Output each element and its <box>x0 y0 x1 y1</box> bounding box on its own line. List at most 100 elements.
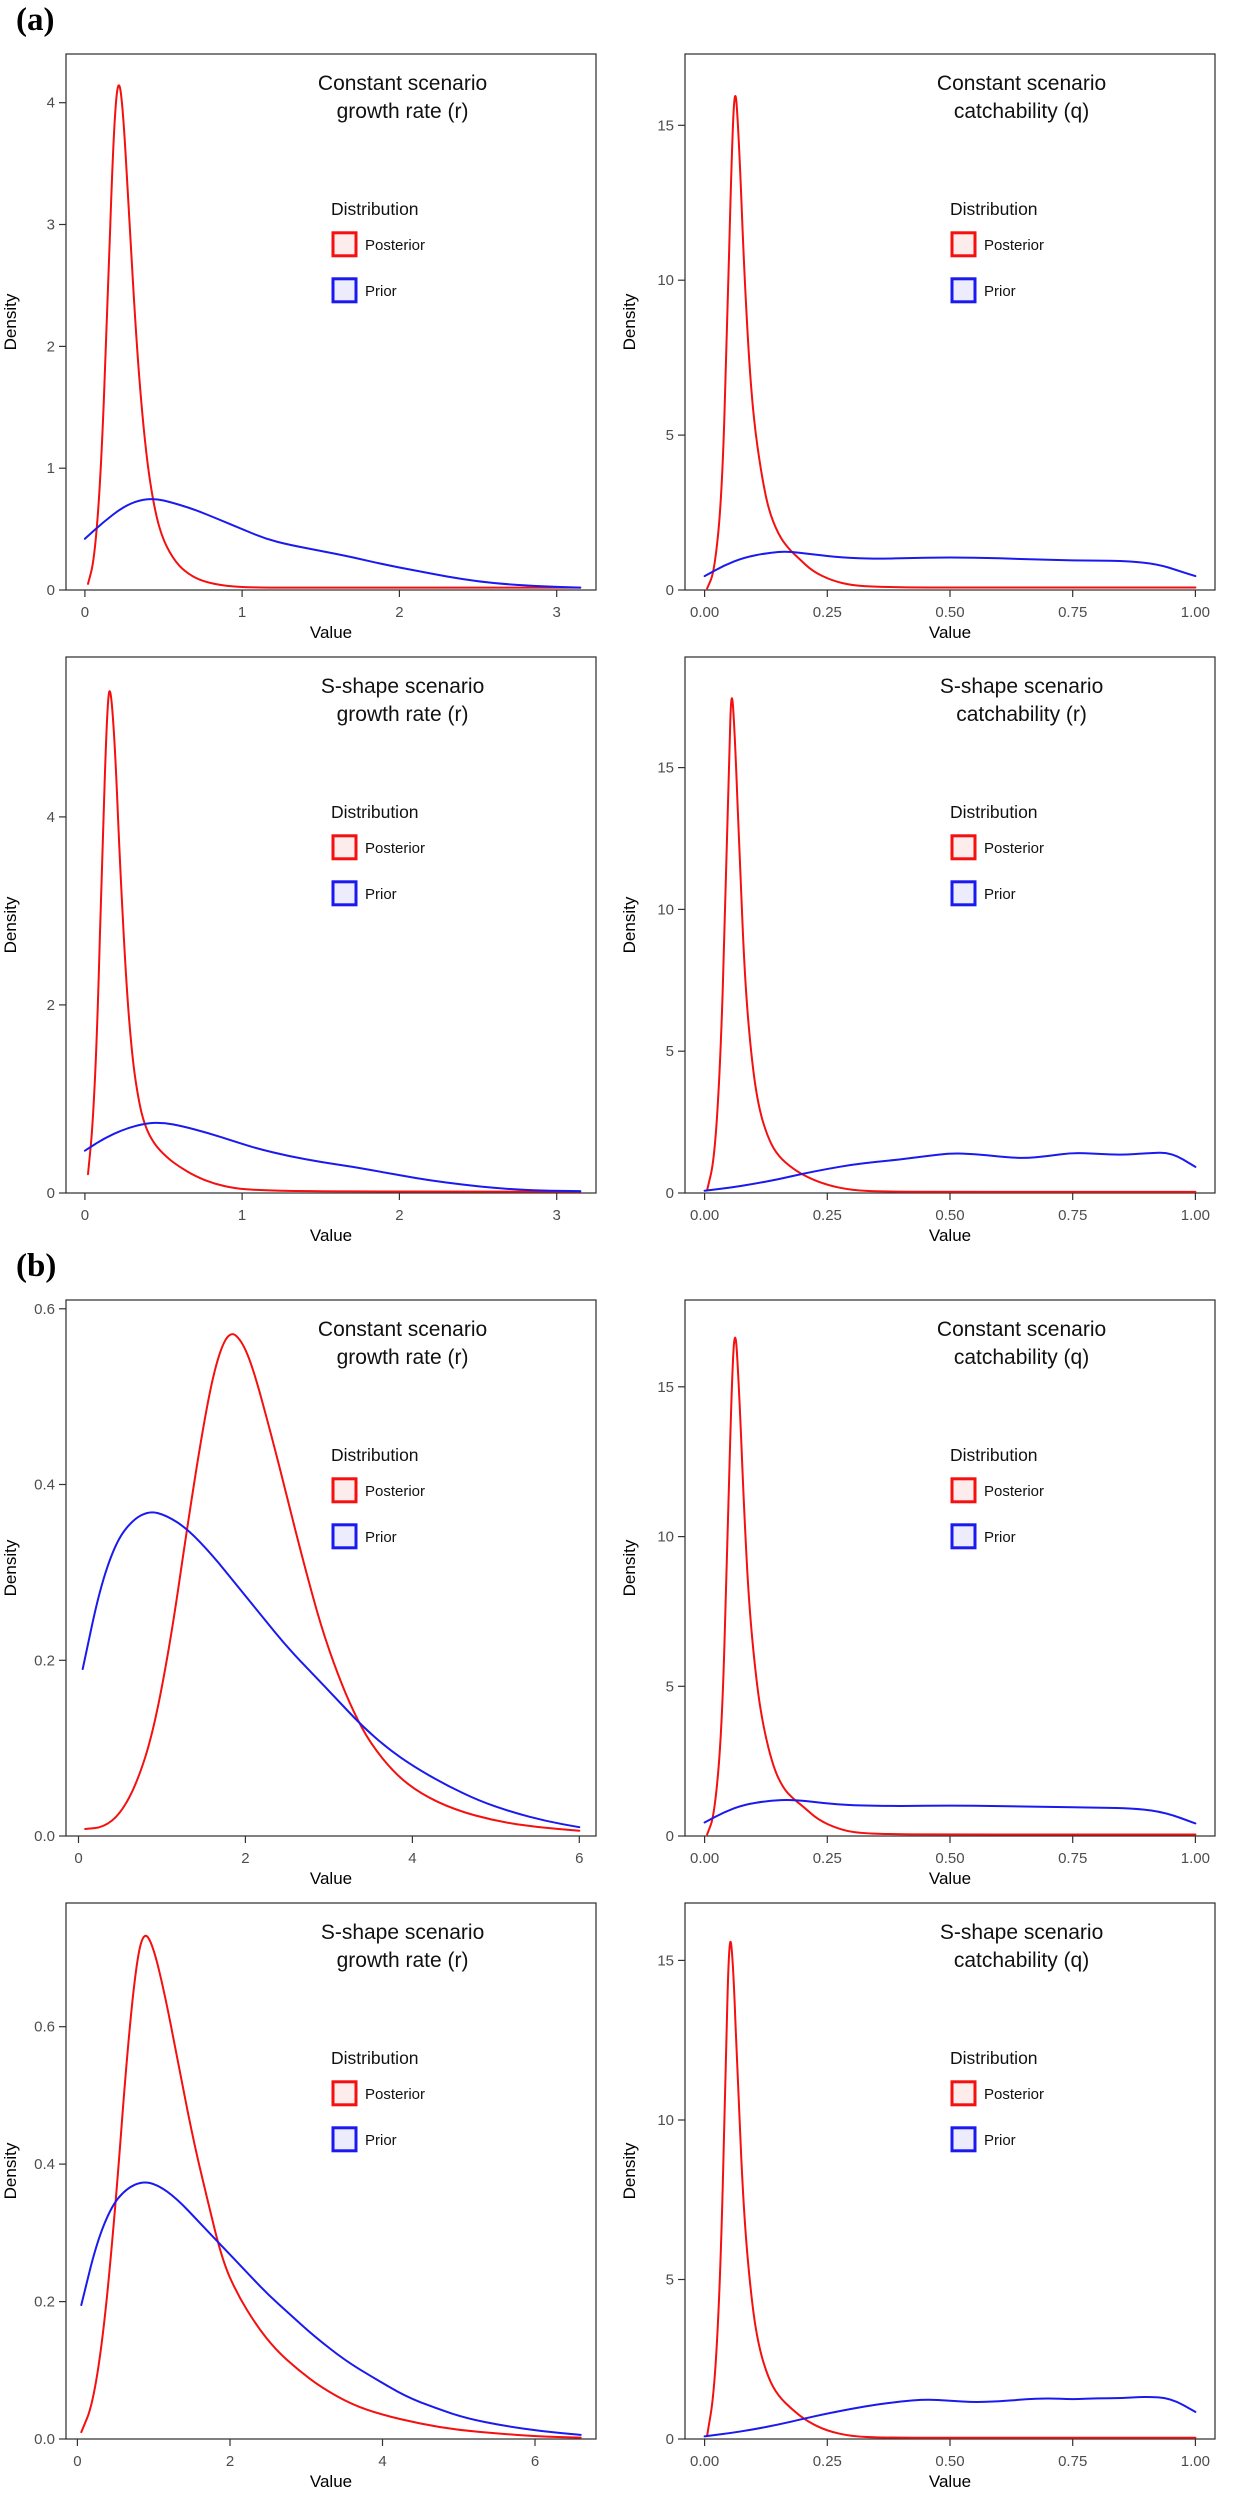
x-tick-label: 0.00 <box>690 1850 719 1867</box>
legend-title: Distribution <box>950 2048 1038 2068</box>
y-axis-label: Density <box>620 2142 639 2199</box>
posterior-curve <box>84 1333 581 1832</box>
prior-curve <box>703 1798 1197 1825</box>
y-tick-label: 0.6 <box>34 1301 55 1318</box>
legend-title: Distribution <box>950 1445 1038 1465</box>
prior-curve <box>83 498 582 589</box>
y-tick-label: 0 <box>47 1185 55 1202</box>
x-tick-label: 0.00 <box>690 604 719 621</box>
y-tick-label: 4 <box>47 95 55 112</box>
x-axis-label: Value <box>310 1869 352 1888</box>
legend-key-posterior <box>331 834 358 861</box>
y-tick-label: 0.2 <box>34 1652 55 1669</box>
x-tick-label: 2 <box>226 2453 234 2470</box>
y-tick-label: 5 <box>666 427 674 444</box>
plot-title: S-shape scenario <box>321 675 484 698</box>
plot-title: Constant scenario <box>318 1318 487 1341</box>
panel-border <box>65 656 597 1194</box>
prior-curve <box>81 1511 581 1829</box>
y-tick-label: 0.6 <box>34 2019 55 2036</box>
x-tick-label: 0 <box>81 604 89 621</box>
legend-label-posterior: Posterior <box>365 840 425 857</box>
plot-title: catchability (q) <box>954 1346 1089 1369</box>
y-tick-label: 1 <box>47 460 55 477</box>
x-tick-label: 0.25 <box>813 1207 842 1224</box>
plot-title: growth rate (r) <box>337 1346 469 1369</box>
y-axis-label: Density <box>620 293 639 350</box>
legend-key-prior <box>950 880 977 907</box>
x-axis-label: Value <box>929 1869 971 1888</box>
x-tick-label: 0.25 <box>813 2453 842 2470</box>
plot-title: growth rate (r) <box>337 100 469 123</box>
plot-title: S-shape scenario <box>321 1921 484 1944</box>
y-tick-label: 15 <box>657 760 674 777</box>
plot-title: S-shape scenario <box>940 1921 1103 1944</box>
legend-key-posterior <box>950 1477 977 1504</box>
x-tick-label: 0.75 <box>1058 1850 1087 1867</box>
x-tick-label: 0.75 <box>1058 604 1087 621</box>
y-tick-label: 0 <box>47 582 55 599</box>
density-plot-svg: 0.00 0.25 0.50 0.75 1.00 0 5 10 15 Value Density Co… <box>620 53 1216 642</box>
y-tick-label: 5 <box>666 2272 674 2289</box>
x-tick-label: 1.00 <box>1181 1850 1210 1867</box>
y-tick-label: 10 <box>657 901 674 918</box>
x-tick-label: 0.00 <box>690 1207 719 1224</box>
panel-b-label: (b) <box>0 1246 1238 1286</box>
posterior-curve <box>706 1940 1197 2439</box>
y-axis-label: Density <box>1 896 20 953</box>
legend-title: Distribution <box>331 802 419 822</box>
y-tick-label: 0 <box>666 1185 674 1202</box>
x-tick-label: 3 <box>553 604 561 621</box>
x-tick-label: 0.75 <box>1058 1207 1087 1224</box>
prior-curve <box>703 2396 1197 2438</box>
y-tick-label: 2 <box>47 338 55 355</box>
legend-key-prior <box>331 2126 358 2153</box>
panel-a: (a) 0 1 2 3 0 1 2 3 4 Value Density Constant scenar… <box>0 0 1238 1246</box>
legend-key-prior <box>331 880 358 907</box>
plot-title: catchability (q) <box>954 100 1089 123</box>
legend-key-prior <box>950 2126 977 2153</box>
legend-title: Distribution <box>950 802 1038 822</box>
legend-label-prior: Prior <box>984 2132 1016 2149</box>
x-tick-label: 2 <box>395 604 403 621</box>
y-tick-label: 0 <box>666 1828 674 1845</box>
y-tick-label: 10 <box>657 2112 674 2129</box>
x-tick-label: 3 <box>553 1207 561 1224</box>
y-tick-label: 15 <box>657 1379 674 1396</box>
plot-title: Constant scenario <box>937 72 1106 95</box>
posterior-curve <box>706 1336 1197 1836</box>
prior-curve <box>83 1121 582 1193</box>
legend-label-prior: Prior <box>984 886 1016 903</box>
x-tick-label: 4 <box>408 1850 416 1867</box>
y-tick-label: 0 <box>666 582 674 599</box>
posterior-curve <box>706 95 1197 590</box>
plot-constant-growth-b: 0 2 4 6 0.0 0.2 0.4 0.6 Value Density Constant sce… <box>0 1286 619 1889</box>
legend-label-posterior: Posterior <box>984 237 1044 254</box>
x-tick-label: 0.75 <box>1058 2453 1087 2470</box>
y-axis-label: Density <box>1 2142 20 2199</box>
panel-b-label-text: (b) <box>16 1248 57 1284</box>
posterior-curve <box>706 697 1197 1193</box>
legend-title: Distribution <box>331 199 419 219</box>
legend-label-prior: Prior <box>365 2132 397 2149</box>
density-plot-svg: 0.00 0.25 0.50 0.75 1.00 0 5 10 15 Value Density S-… <box>620 1902 1216 2491</box>
x-tick-label: 1.00 <box>1181 604 1210 621</box>
legend-label-prior: Prior <box>365 283 397 300</box>
y-tick-label: 0.4 <box>34 1477 55 1494</box>
x-tick-label: 0 <box>74 1850 82 1867</box>
x-tick-label: 1 <box>238 604 246 621</box>
plot-constant-catchability-a: 0.00 0.25 0.50 0.75 1.00 0 5 10 15 Value Density Co… <box>619 40 1238 643</box>
x-tick-label: 0.00 <box>690 2453 719 2470</box>
x-tick-label: 4 <box>378 2453 386 2470</box>
legend-title: Distribution <box>331 2048 419 2068</box>
x-tick-label: 1.00 <box>1181 2453 1210 2470</box>
y-tick-label: 0 <box>666 2431 674 2448</box>
x-axis-label: Value <box>310 2472 352 2491</box>
panel-border <box>684 656 1216 1194</box>
y-tick-label: 4 <box>47 809 55 826</box>
panel-border <box>684 53 1216 591</box>
y-tick-label: 10 <box>657 272 674 289</box>
x-tick-label: 1.00 <box>1181 1207 1210 1224</box>
y-axis-label: Density <box>1 1539 20 1596</box>
